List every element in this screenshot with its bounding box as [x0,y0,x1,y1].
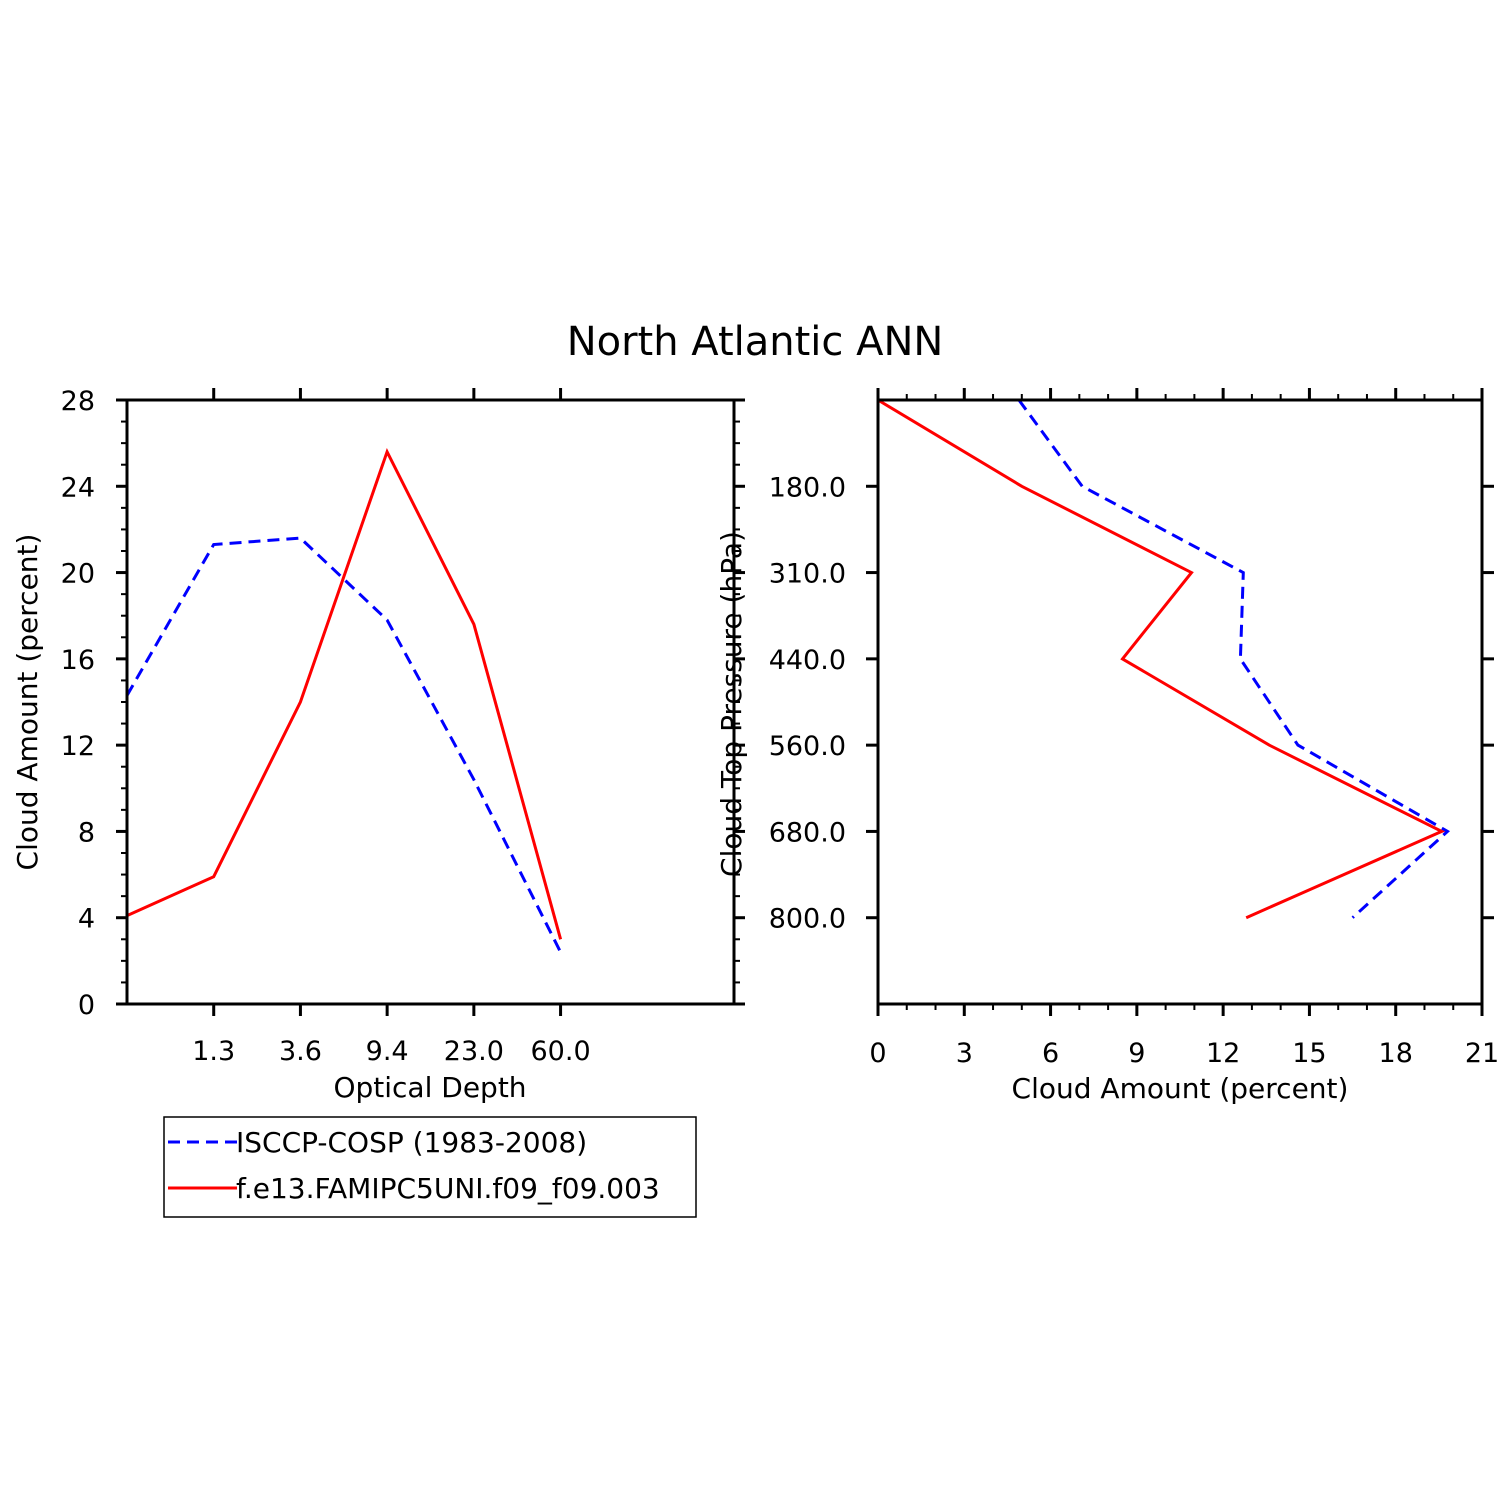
cloud-top-pressure-panel: 0 3 6 9 12 15 18 21 180.0 310.0 440.0 560.0 680.0 800… [715,388,1499,1105]
right-x-tick-label: 6 [1042,1038,1059,1069]
legend-label-model: f.e13.FAMIPC5UNI.f09_f09.003 [236,1172,660,1205]
left-x-tick-label: 3.6 [279,1036,322,1067]
left-x-tick-label: 23.0 [444,1036,504,1067]
right-y-tick-label: 310.0 [769,559,846,590]
chart-title: North Atlantic ANN [567,319,944,365]
legend-box [163,1116,697,1218]
left-y-tick-label: 20 [61,559,95,590]
right-x-tick-label: 3 [956,1038,973,1069]
left-y-tick-label: 28 [61,386,95,417]
legend: ISCCP-COSP (1983-2008) f.e13.FAMIPC5UNI.… [163,1116,697,1218]
left-x-tick-label: 9.4 [366,1036,409,1067]
right-y-tick-label: 440.0 [769,645,846,676]
left-y-tick-label: 0 [78,990,95,1021]
right-y-tick-label: 680.0 [769,817,846,848]
legend-label-isccp: ISCCP-COSP (1983-2008) [236,1126,587,1159]
right-series-isccp-line [1017,399,1451,919]
left-y-tick-label: 16 [61,645,95,676]
left-y-tick-label: 4 [78,904,95,935]
right-x-tick-label: 12 [1206,1038,1240,1069]
left-x-axis-title: Optical Depth [333,1071,526,1104]
left-x-tick-label: 1.3 [192,1036,235,1067]
right-y-tick-label: 180.0 [769,472,846,503]
left-x-tick-label: 60.0 [531,1036,591,1067]
left-y-tick-label: 12 [61,731,95,762]
right-x-tick-label: 21 [1465,1038,1499,1069]
left-y-tick-label: 8 [78,817,95,848]
left-plot-frame [125,398,736,1006]
right-x-tick-label: 18 [1379,1038,1413,1069]
left-series-model-line [126,447,563,940]
right-x-tick-label: 9 [1128,1038,1145,1069]
right-plot-frame [876,398,1484,1006]
right-x-tick-label: 0 [869,1038,886,1069]
right-y-tick-label: 560.0 [769,731,846,762]
right-y-tick-label: 800.0 [769,904,846,935]
optical-depth-panel: 0 4 8 12 16 20 24 28 1.3 3.6 9.4 23.0 60.0 Optical D… [11,386,745,1104]
right-y-axis-title: Cloud Top Pressure (hPa) [715,531,748,877]
right-series-model-line [877,398,1446,920]
left-y-axis-title: Cloud Amount (percent) [11,534,44,871]
right-x-axis-title: Cloud Amount (percent) [1012,1072,1349,1105]
left-series-isccp-line [125,536,562,953]
right-x-tick-label: 15 [1292,1038,1326,1069]
left-y-tick-label: 24 [61,472,95,503]
